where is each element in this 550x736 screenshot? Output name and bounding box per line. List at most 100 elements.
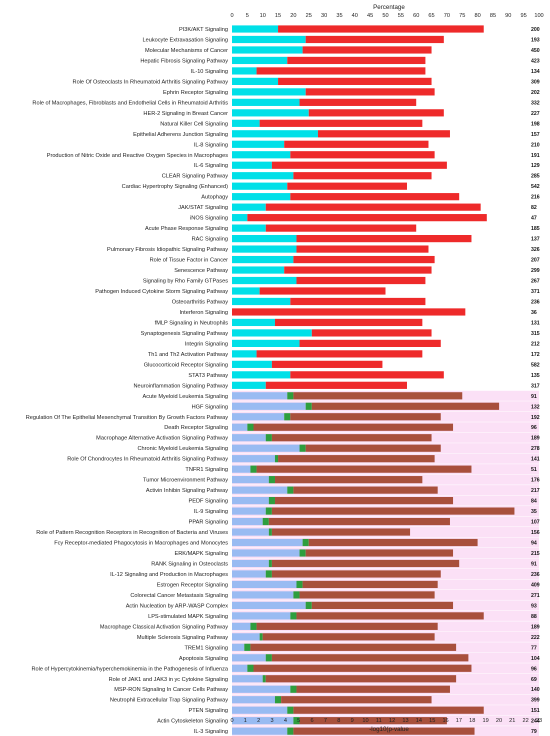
bar-neutral bbox=[306, 403, 312, 410]
top-tick-label: 65 bbox=[428, 13, 434, 19]
pathway-count: 135 bbox=[531, 373, 540, 379]
pathway-label: Autophagy bbox=[201, 195, 228, 201]
bar-upregulated bbox=[300, 99, 417, 106]
pathway-count: 285 bbox=[531, 174, 540, 180]
bottom-tick-label: 11 bbox=[376, 718, 382, 724]
pathway-label: Pulmonary Fibrosis Idiopathic Signaling … bbox=[107, 247, 228, 253]
pathway-label: Role of Hypercytokinemia/hyperchemokinem… bbox=[31, 666, 228, 672]
top-tick-label: 90 bbox=[505, 13, 511, 19]
pathway-label: Th1 and Th2 Activation Pathway bbox=[148, 352, 228, 358]
pathway-count: 450 bbox=[531, 48, 540, 54]
bar-upregulated bbox=[275, 476, 422, 483]
bar-neutral bbox=[266, 434, 272, 441]
pathway-count: 332 bbox=[531, 100, 540, 106]
bar-downregulated bbox=[232, 256, 293, 263]
pathway-count: 215 bbox=[531, 551, 540, 557]
pathway-bars bbox=[232, 25, 539, 736]
pathway-count: 91 bbox=[531, 561, 537, 567]
pathway-count: 140 bbox=[531, 687, 540, 693]
bar-upregulated bbox=[296, 245, 428, 252]
pathway-label: Apoptosis Signaling bbox=[179, 656, 228, 662]
bar-neutral bbox=[247, 665, 253, 672]
bar-upregulated bbox=[303, 581, 438, 588]
pathway-count: 236 bbox=[531, 572, 540, 578]
bar-upregulated bbox=[260, 287, 386, 294]
bar-upregulated bbox=[272, 507, 515, 514]
bar-downregulated bbox=[232, 204, 266, 211]
bar-downregulated bbox=[232, 130, 318, 137]
pathway-label: Natural Killer Cell Signaling bbox=[160, 121, 228, 127]
bar-neutral bbox=[244, 644, 250, 651]
pathway-count: 189 bbox=[531, 436, 540, 442]
pathway-count: 93 bbox=[531, 603, 537, 609]
pathway-count: 172 bbox=[531, 352, 540, 358]
bar-downregulated bbox=[232, 403, 306, 410]
bar-upregulated bbox=[306, 36, 444, 43]
bar-upregulated bbox=[290, 193, 459, 200]
pathway-count: 96 bbox=[531, 425, 537, 431]
bar-downregulated bbox=[232, 507, 266, 514]
top-tick-label: 40 bbox=[352, 13, 358, 19]
bar-downregulated bbox=[232, 78, 278, 85]
pathway-label: Senescence Pathway bbox=[174, 268, 228, 274]
bar-upregulated bbox=[269, 518, 450, 525]
pathway-label: Actin Nucleation by ARP-WASP Complex bbox=[126, 603, 228, 609]
bar-upregulated bbox=[300, 591, 435, 598]
bar-upregulated bbox=[257, 350, 423, 357]
bar-upregulated bbox=[278, 455, 435, 462]
pathway-label: Acute Myeloid Leukemia Signaling bbox=[142, 394, 228, 400]
pathway-label: Fcy Receptor-mediated Phagocytosis in Ma… bbox=[54, 541, 228, 547]
pathway-count: 176 bbox=[531, 478, 540, 484]
bar-downregulated bbox=[232, 424, 247, 431]
pathway-label: Role of Tissue Factor in Cancer bbox=[150, 258, 228, 264]
top-tick-label: 25 bbox=[306, 13, 312, 19]
bar-neutral bbox=[287, 728, 293, 735]
bar-neutral bbox=[287, 707, 293, 714]
bottom-axis-title: -log10(p-value bbox=[369, 726, 409, 733]
top-tick-label: 10 bbox=[260, 13, 266, 19]
pathway-label: PI3K/AKT Signaling bbox=[179, 27, 228, 33]
bar-neutral bbox=[250, 623, 256, 630]
pathway-label: Cardiac Hypertrophy Signaling (Enhanced) bbox=[122, 184, 228, 190]
pathway-count: 151 bbox=[531, 708, 540, 714]
pathway-label: Chronic Myeloid Leukemia Signaling bbox=[138, 446, 228, 452]
bar-neutral bbox=[300, 549, 306, 556]
bar-upregulated bbox=[272, 570, 441, 577]
pathway-count: 222 bbox=[531, 635, 540, 641]
bar-downregulated bbox=[232, 46, 303, 53]
bar-upregulated bbox=[318, 130, 450, 137]
bar-upregulated bbox=[312, 329, 432, 336]
pathway-label: Ephrin Receptor Signaling bbox=[163, 90, 228, 96]
bar-downregulated bbox=[232, 298, 290, 305]
bar-downregulated bbox=[232, 612, 290, 619]
bar-downregulated bbox=[232, 392, 287, 399]
pathway-label: Role of JAK1 and JAK3 in yc Cytokine Sig… bbox=[109, 677, 228, 683]
bar-downregulated bbox=[232, 707, 287, 714]
pathway-count: 191 bbox=[531, 153, 540, 159]
bar-downregulated bbox=[232, 99, 300, 106]
top-tick-label: 75 bbox=[459, 13, 465, 19]
top-tick-label: 30 bbox=[321, 13, 327, 19]
pathway-label: IL-6 Signaling bbox=[194, 163, 228, 169]
bar-downregulated bbox=[232, 235, 296, 242]
bottom-tick-label: 10 bbox=[362, 718, 368, 724]
top-tick-label: 0 bbox=[230, 13, 233, 19]
bar-downregulated bbox=[232, 120, 260, 127]
pathway-label: TNFR1 Signaling bbox=[185, 467, 228, 473]
pathway-count: 35 bbox=[531, 509, 537, 515]
pathway-count: 132 bbox=[531, 404, 540, 410]
bar-downregulated bbox=[232, 466, 250, 473]
bar-downregulated bbox=[232, 319, 275, 326]
pathway-count: 216 bbox=[531, 195, 540, 201]
bar-upregulated bbox=[272, 162, 447, 169]
bar-upregulated bbox=[266, 204, 481, 211]
pathway-count: 198 bbox=[531, 121, 540, 127]
pathway-label: RAC Signaling bbox=[192, 237, 228, 243]
bar-neutral bbox=[275, 696, 281, 703]
pathway-count: 94 bbox=[531, 541, 537, 547]
bar-upregulated bbox=[293, 172, 431, 179]
bar-upregulated bbox=[300, 717, 447, 724]
bar-upregulated bbox=[300, 340, 441, 347]
bar-downregulated bbox=[232, 686, 290, 693]
